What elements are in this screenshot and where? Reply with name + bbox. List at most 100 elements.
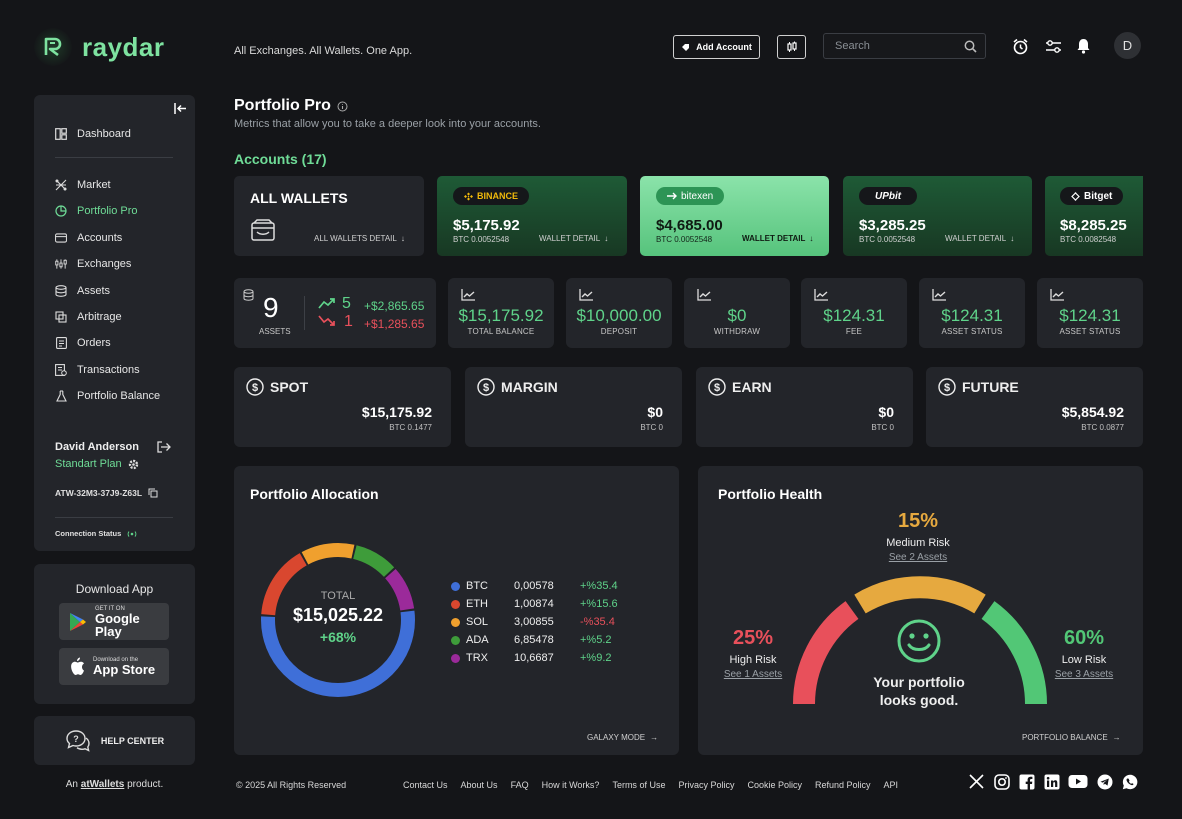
- footer-link[interactable]: Refund Policy: [815, 780, 871, 790]
- sidebar-item-portfolio-pro[interactable]: Portfolio Pro: [55, 198, 138, 224]
- atwallets-link[interactable]: atWallets: [80, 779, 125, 790]
- footer-link[interactable]: Terms of Use: [612, 780, 666, 790]
- facebook-icon[interactable]: [1018, 773, 1035, 790]
- stats-divider: [304, 296, 305, 330]
- transactions-icon: [55, 364, 67, 376]
- total-label: TOTAL: [320, 590, 356, 602]
- health-title: Portfolio Health: [718, 486, 823, 502]
- low-risk-link[interactable]: See 3 Assets: [1054, 669, 1114, 680]
- sidebar-nav: Dashboard Market Portfolio Pro Accounts …: [34, 95, 195, 551]
- help-center-button[interactable]: ? HELP CENTER: [34, 716, 195, 765]
- svg-text:$: $: [944, 382, 950, 394]
- sidebar-item-orders[interactable]: Orders: [55, 330, 111, 356]
- sidebar-item-dashboard[interactable]: Dashboard: [55, 121, 131, 147]
- social-links: [968, 773, 1138, 790]
- x-twitter-icon[interactable]: [968, 773, 985, 790]
- legend-row-eth: ETH 1,00874 +%15.6: [451, 595, 651, 613]
- stat-value: $124.31: [941, 306, 1003, 325]
- medium-risk-link[interactable]: See 2 Assets: [888, 552, 948, 563]
- medium-risk: 15% Medium Risk See 2 Assets: [848, 510, 988, 563]
- stat-label: DEPOSIT: [600, 327, 638, 336]
- wallet-card-bitget[interactable]: Bitget $8,285.25 BTC 0.0082548: [1045, 176, 1143, 256]
- account-type-tile-future[interactable]: $ FUTURE $5,854.92 BTC 0.0877: [926, 367, 1143, 447]
- wallet-icon: [251, 219, 275, 241]
- gauge-arc-medium: [854, 576, 986, 614]
- stat-card: $0 WITHDRAW: [684, 278, 790, 348]
- chart-line-icon: [461, 289, 476, 301]
- portfolio-allocation-panel: Portfolio Allocation TOTAL $15,025.22 +6…: [234, 466, 679, 755]
- youtube-icon[interactable]: [1068, 773, 1088, 790]
- app-store-button[interactable]: Download on the App Store: [59, 648, 169, 685]
- linkedin-icon[interactable]: [1043, 773, 1060, 790]
- market-icon: [55, 179, 67, 191]
- telegram-icon[interactable]: [1096, 773, 1113, 790]
- wallet-detail-link[interactable]: WALLET DETAIL ↓: [539, 234, 609, 243]
- asset-amount: 1,00874: [514, 598, 554, 610]
- flask-icon: [55, 390, 67, 402]
- sidebar-item-accounts[interactable]: Accounts: [55, 225, 122, 251]
- sidebar-item-arbitrage[interactable]: Arbitrage: [55, 304, 122, 330]
- product-credit: An atWallets product.: [65, 779, 164, 790]
- wallet-card-binance[interactable]: BINANCE $5,175.92 BTC 0.0052548 WALLET D…: [437, 176, 627, 256]
- footer-link[interactable]: How it Works?: [541, 780, 600, 790]
- footer-link[interactable]: About Us: [460, 780, 498, 790]
- whatsapp-icon[interactable]: [1121, 773, 1138, 790]
- google-play-button[interactable]: GET IT ON Google Play: [59, 603, 169, 640]
- allocation-legend: BTC 0,00578 +%35.4 ETH 1,00874 +%15.6 SO…: [451, 577, 651, 667]
- wallet-detail-link[interactable]: WALLET DETAIL ↓: [742, 234, 814, 243]
- portfolio-balance-link[interactable]: PORTFOLIO BALANCE →: [1022, 733, 1121, 742]
- stat-value: $10,000.00: [576, 306, 662, 325]
- logout-icon[interactable]: [156, 441, 171, 453]
- arrow-down-icon: ↓: [1010, 234, 1015, 243]
- accounts-heading: Accounts (17): [234, 151, 327, 167]
- sidebar-item-portfolio-balance[interactable]: Portfolio Balance: [55, 383, 160, 409]
- footer-link[interactable]: FAQ: [510, 780, 529, 790]
- avatar[interactable]: D: [1114, 32, 1141, 59]
- user-name: David Anderson: [55, 441, 139, 453]
- wallet-card-upbit[interactable]: UPbit $3,285.25 BTC 0.0052548 WALLET DET…: [843, 176, 1032, 256]
- copy-icon[interactable]: [148, 488, 158, 498]
- footer-link[interactable]: Contact Us: [403, 780, 448, 790]
- sidebar-item-exchanges[interactable]: Exchanges: [55, 251, 131, 277]
- gear-icon[interactable]: [128, 459, 139, 470]
- all-wallets-detail-link[interactable]: ALL WALLETS DETAIL ↓: [314, 234, 405, 243]
- logo[interactable]: raydar: [34, 28, 165, 66]
- asset-symbol: SOL: [466, 616, 489, 628]
- arrow-right-icon: →: [1112, 733, 1121, 742]
- donut-center: TOTAL $15,025.22 +68%: [256, 590, 420, 645]
- sidebar-item-assets[interactable]: Assets: [55, 278, 110, 304]
- all-wallets-title: ALL WALLETS: [250, 190, 348, 206]
- wallet-amount: $4,685.00: [656, 217, 723, 234]
- footer-link[interactable]: Cookie Policy: [747, 780, 802, 790]
- all-wallets-card[interactable]: ALL WALLETS ALL WALLETS DETAIL ↓: [234, 176, 424, 256]
- sidebar-item-market[interactable]: Market: [55, 172, 111, 198]
- footer-link[interactable]: Privacy Policy: [678, 780, 735, 790]
- bell-icon[interactable]: [1076, 38, 1091, 54]
- chart-candles-button[interactable]: [777, 35, 806, 59]
- wallet-detail-link[interactable]: WALLET DETAIL ↓: [945, 234, 1015, 243]
- account-type-tile-earn[interactable]: $ EARN $0 BTC 0: [696, 367, 913, 447]
- collapse-sidebar-icon[interactable]: [174, 103, 187, 114]
- search-icon: [964, 40, 977, 53]
- sidebar-item-transactions[interactable]: Transactions: [55, 357, 140, 383]
- wallet-card-bitexen[interactable]: bitexen $4,685.00 BTC 0.0052548 WALLET D…: [640, 176, 829, 256]
- info-icon[interactable]: [337, 101, 348, 112]
- chart-line-icon: [697, 289, 712, 301]
- account-type-tile-margin[interactable]: $ MARGIN $0 BTC 0: [465, 367, 682, 447]
- asset-symbol: ETH: [466, 598, 488, 610]
- add-account-button[interactable]: Add Account: [673, 35, 760, 59]
- down-count: 1: [344, 313, 353, 330]
- footer-link[interactable]: API: [883, 780, 899, 790]
- stat-value: $15,175.92: [458, 306, 544, 325]
- galaxy-mode-link[interactable]: GALAXY MODE →: [587, 733, 659, 742]
- search-input[interactable]: Search: [823, 33, 986, 59]
- high-risk-link[interactable]: See 1 Assets: [723, 669, 783, 680]
- instagram-icon[interactable]: [993, 773, 1010, 790]
- account-type-tile-spot[interactable]: $ SPOT $15,175.92 BTC 0.1477: [234, 367, 451, 447]
- filter-settings-icon[interactable]: [1045, 38, 1062, 55]
- apple-icon: [69, 657, 85, 676]
- stat-value: $124.31: [1059, 306, 1121, 325]
- user-plan: Standart Plan: [55, 458, 139, 470]
- alarm-icon[interactable]: [1012, 38, 1029, 55]
- gauge-arc-low: [981, 601, 1047, 705]
